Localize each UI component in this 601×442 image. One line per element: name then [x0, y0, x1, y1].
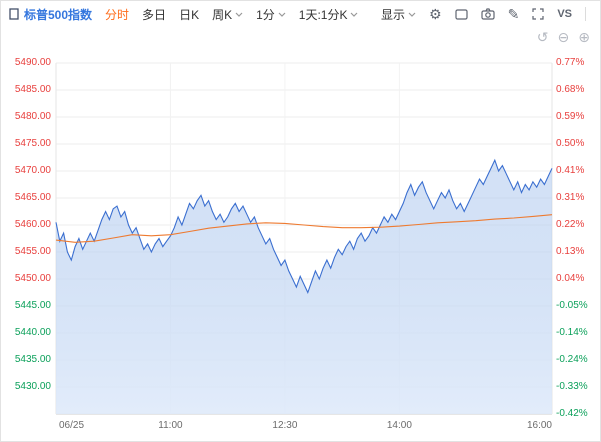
zoom-in-icon[interactable]: ⊕: [578, 29, 590, 45]
toolbar-icon-group: 显示 ⚙ ✎ VS: [381, 6, 586, 23]
camera-icon[interactable]: [480, 8, 495, 20]
layout-icon[interactable]: [454, 8, 468, 20]
tab-daily-k[interactable]: 日K: [179, 7, 200, 22]
undo-icon[interactable]: ↺: [536, 29, 549, 45]
tab-1min[interactable]: 1分: [256, 6, 286, 23]
tab-1day-1min-k[interactable]: 1天:1分K: [299, 6, 359, 23]
display-menu-label: 显示: [381, 7, 406, 22]
toolbar-divider: [585, 7, 586, 21]
index-name: 标普500指数: [24, 7, 93, 22]
tab-weekly-k[interactable]: 周K: [212, 6, 243, 23]
chevron-down-icon: [278, 12, 286, 17]
expand-icon[interactable]: [532, 8, 544, 20]
chevron-down-icon: [235, 12, 243, 17]
zoom-controls: ↺ ⊖ ⊕: [537, 30, 590, 44]
chevron-down-icon: [408, 12, 416, 17]
gear-icon[interactable]: ⚙: [429, 6, 442, 22]
chevron-down-icon: [351, 12, 358, 17]
tab-intraday[interactable]: 分时: [105, 7, 130, 22]
tab-multiday[interactable]: 多日: [142, 7, 167, 22]
display-menu[interactable]: 显示: [381, 6, 416, 23]
index-title-group[interactable]: 标普500指数: [9, 6, 92, 23]
vs-button[interactable]: VS: [557, 8, 572, 20]
panel-icon: [9, 8, 19, 20]
tab-1day-1min-k-label: 1天:1分K: [298, 7, 348, 22]
zoom-out-icon[interactable]: ⊖: [557, 29, 570, 45]
tab-1min-label: 1分: [256, 7, 275, 22]
pen-icon[interactable]: ✎: [507, 6, 520, 22]
tab-weekly-k-label: 周K: [212, 7, 233, 22]
average-price-line: [55, 214, 553, 243]
chart-toolbar: 标普500指数 分时 多日 日K 周K 1分 1天:1分K 显示 ⚙: [1, 1, 600, 27]
